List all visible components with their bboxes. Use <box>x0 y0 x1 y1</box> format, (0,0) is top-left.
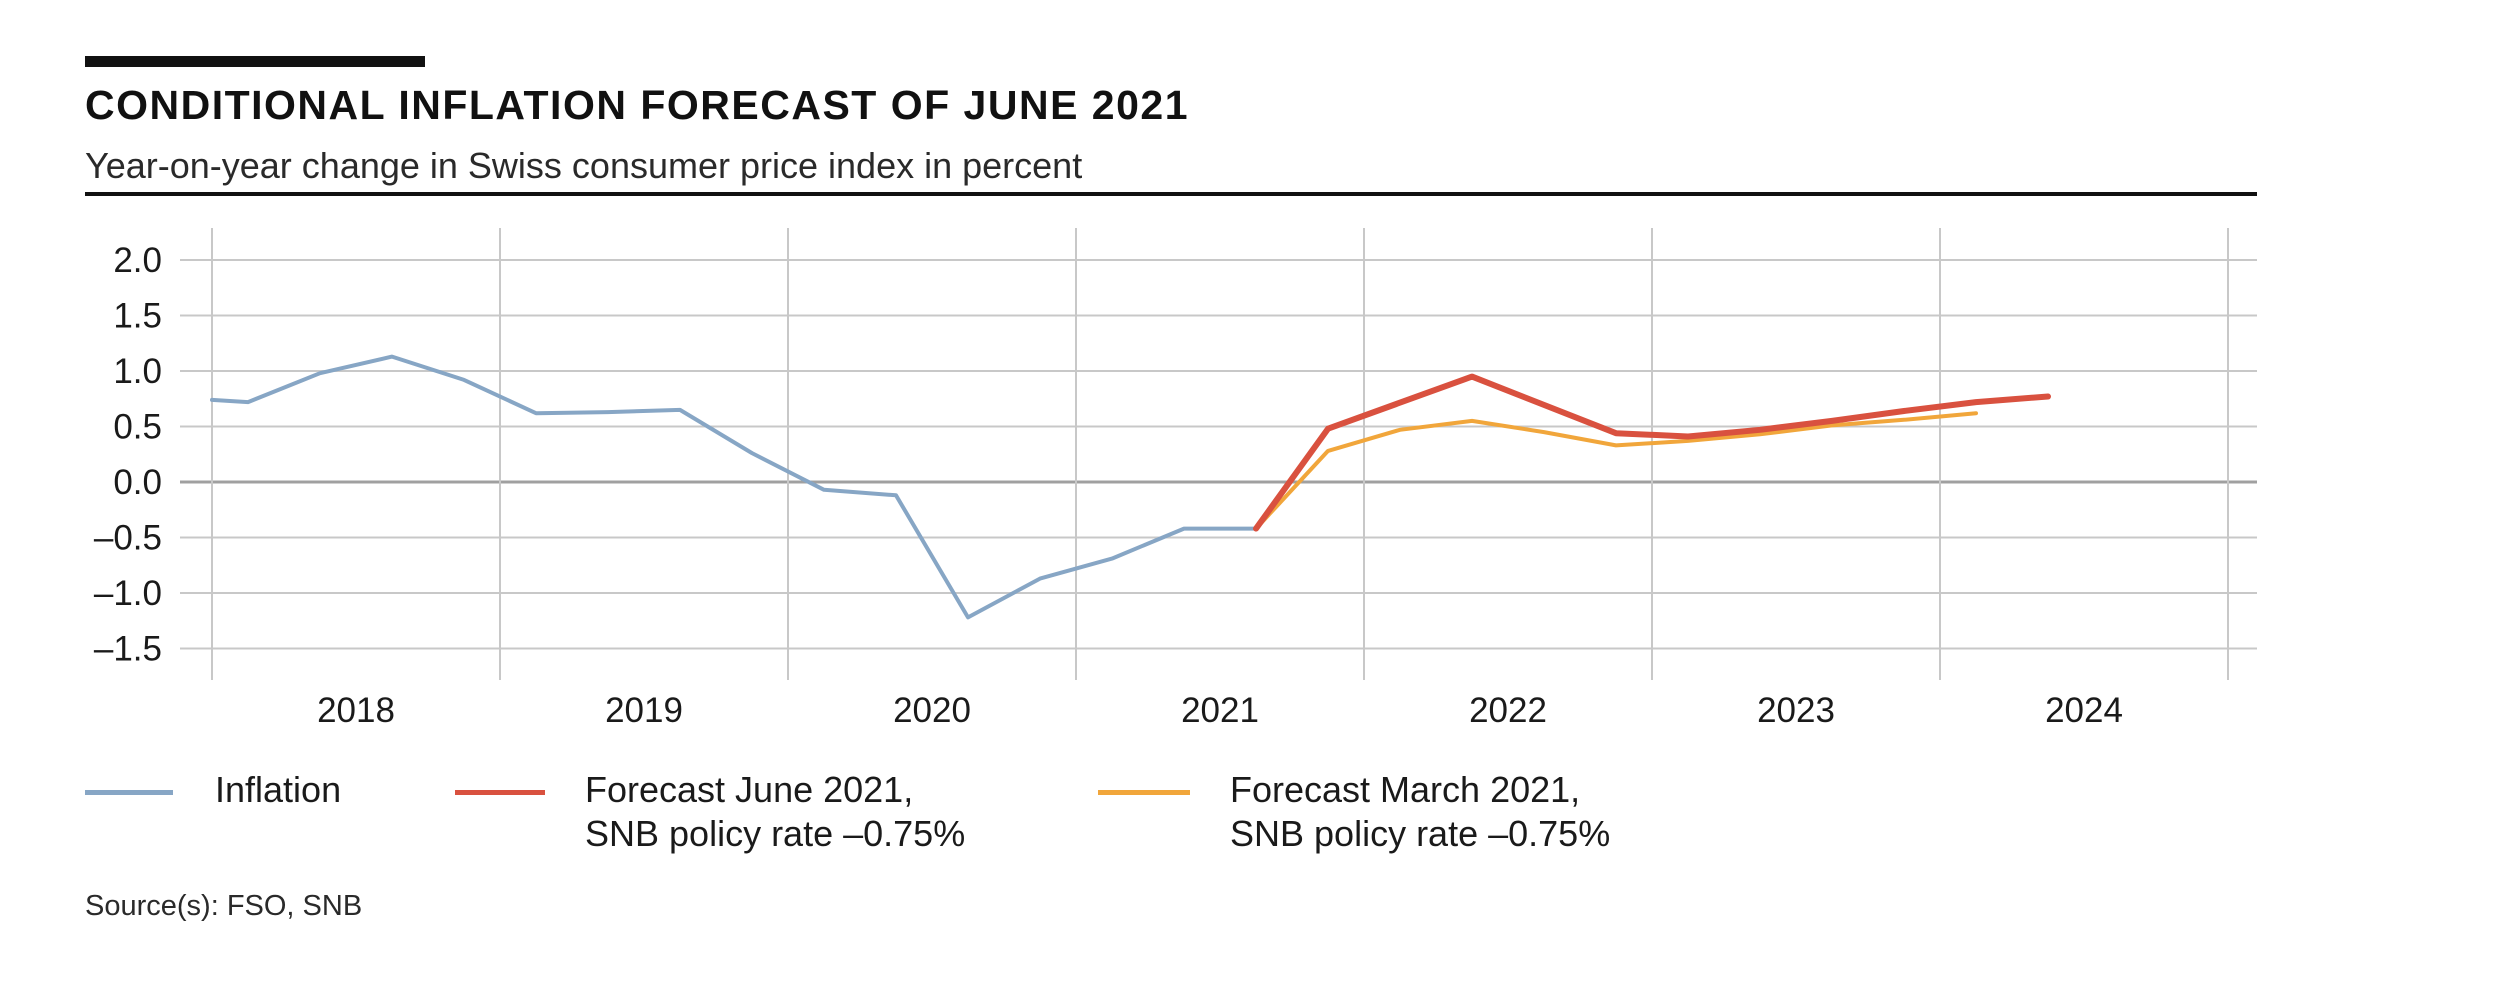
y-tick-label: 1.5 <box>113 297 162 336</box>
series-line-forecast-june <box>1253 373 2051 532</box>
series-lines <box>210 354 2051 620</box>
source-note: Source(s): FSO, SNB <box>85 890 363 922</box>
x-tick-label: 2022 <box>1469 691 1547 730</box>
legend-label-forecast-june-line1: Forecast June 2021, <box>585 769 914 810</box>
x-tick-label: 2023 <box>1757 691 1835 730</box>
title-accent-bar <box>85 56 425 67</box>
y-tick-label: 0.5 <box>113 408 162 447</box>
x-tick-label: 2021 <box>1181 691 1259 730</box>
legend-label-inflation: Inflation <box>215 769 342 810</box>
series-line-inflation <box>210 354 1258 620</box>
legend-label-forecast-march-line2: SNB policy rate –0.75% <box>1230 813 1611 854</box>
legend-label-forecast-march-line1: Forecast March 2021, <box>1230 769 1581 810</box>
x-tick-label: 2024 <box>2045 691 2123 730</box>
y-axis-tick-labels: 2.0 1.5 1.0 0.5 0.0 –0.5 –1.0 –1.5 <box>94 241 162 669</box>
y-tick-label: –1.5 <box>94 630 162 669</box>
y-tick-label: 2.0 <box>113 241 162 280</box>
chart-subtitle: Year-on-year change in Swiss consumer pr… <box>85 145 1083 186</box>
legend-swatch-forecast-march <box>1098 790 1190 795</box>
grid-lines <box>180 228 2257 680</box>
legend-item-forecast-march: Forecast March 2021, SNB policy rate –0.… <box>1098 768 1610 856</box>
legend-label-forecast-june-line2: SNB policy rate –0.75% <box>585 813 966 854</box>
legend-swatch-forecast-june <box>455 790 545 795</box>
y-tick-label: 0.0 <box>113 463 162 502</box>
x-tick-label: 2020 <box>893 691 971 730</box>
series-line-forecast-march <box>1254 411 1978 531</box>
chart-title: CONDITIONAL INFLATION FORECAST OF JUNE 2… <box>85 82 1190 128</box>
legend-swatch-inflation <box>85 790 173 795</box>
title-rule <box>85 192 2257 196</box>
legend-item-forecast-june: Forecast June 2021, SNB policy rate –0.7… <box>455 768 965 856</box>
y-tick-label: 1.0 <box>113 352 162 391</box>
legend-item-inflation: Inflation <box>85 768 341 812</box>
y-tick-label: –1.0 <box>94 574 162 613</box>
x-axis-tick-labels: 2018 2019 2020 2021 2022 2023 2024 <box>317 691 2123 730</box>
y-tick-label: –0.5 <box>94 519 162 558</box>
x-tick-label: 2019 <box>605 691 683 730</box>
x-tick-label: 2018 <box>317 691 395 730</box>
